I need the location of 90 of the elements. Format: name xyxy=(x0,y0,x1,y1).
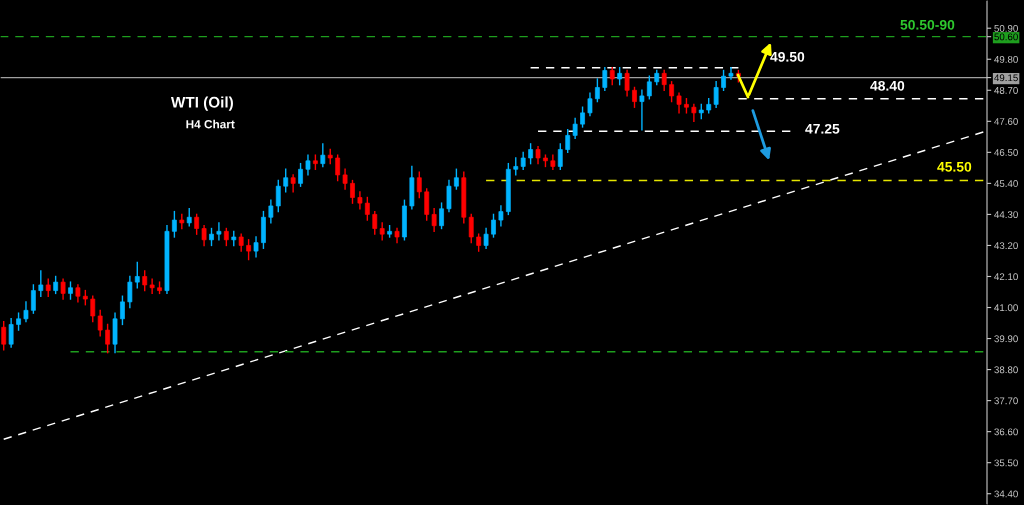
candlestick xyxy=(179,213,185,230)
candlestick xyxy=(372,210,378,235)
y-tick-label: 41.00 xyxy=(994,304,1018,312)
candlestick xyxy=(364,196,370,221)
y-tick-label: 48.70 xyxy=(994,87,1018,94)
text: H4 Chart xyxy=(186,119,235,129)
candlestick xyxy=(320,143,326,168)
candlestick xyxy=(149,278,155,295)
candlestick xyxy=(454,168,459,190)
candlestick xyxy=(127,275,133,309)
annotation: 50.50-90 xyxy=(900,19,955,30)
candlestick xyxy=(142,270,148,292)
annotation: 48.40 xyxy=(870,80,905,91)
candlestick xyxy=(624,69,630,97)
candlestick xyxy=(357,191,363,210)
candlestick xyxy=(23,301,29,323)
candlestick xyxy=(468,213,474,244)
candlestick xyxy=(120,295,125,326)
candlestick xyxy=(669,81,674,103)
candlestick xyxy=(194,213,200,235)
candlestick xyxy=(335,154,341,182)
candlestick xyxy=(298,162,303,187)
candlestick xyxy=(557,143,563,170)
candlestick xyxy=(97,309,103,337)
candlestick xyxy=(416,171,422,199)
y-tick-label: 50.90 xyxy=(994,24,1018,32)
candlestick xyxy=(268,199,274,224)
y-tick-label: 35.50 xyxy=(994,459,1018,467)
candlestick xyxy=(587,92,593,117)
candlestick xyxy=(1,320,7,351)
candlestick xyxy=(491,213,496,238)
candlestick xyxy=(676,92,682,114)
candlestick xyxy=(8,318,14,348)
candlestick xyxy=(572,117,578,139)
y-tick-label: 43.20 xyxy=(994,242,1018,250)
candlestick xyxy=(498,205,504,227)
candlestick xyxy=(580,106,585,128)
y-tick-label: 44.30 xyxy=(994,211,1018,219)
candlestick xyxy=(691,103,697,123)
candlestick xyxy=(134,261,140,289)
y-tick-label: 34.40 xyxy=(994,490,1018,498)
candlestick xyxy=(646,75,652,100)
candlestick xyxy=(439,202,444,230)
candlestick xyxy=(595,78,600,103)
candlestick xyxy=(446,179,452,213)
candlestick xyxy=(31,284,36,314)
candlestick xyxy=(216,222,222,241)
y-tick-label: 45.40 xyxy=(994,180,1018,187)
candlestick xyxy=(283,168,289,193)
annotation: 47.25 xyxy=(805,123,840,134)
candlestick xyxy=(639,89,645,131)
y-tick-label: 47.60 xyxy=(994,118,1018,125)
y-tick-label: 36.60 xyxy=(994,428,1018,436)
y-tick-label: 42.10 xyxy=(994,273,1018,281)
candlestick xyxy=(602,67,608,91)
candlestick xyxy=(528,143,533,165)
y-tick-label: 37.70 xyxy=(994,397,1018,405)
candlestick xyxy=(550,154,556,170)
candlestick xyxy=(721,69,726,91)
candlestick xyxy=(246,239,251,261)
y-tick-label: 38.80 xyxy=(994,366,1018,374)
candlestick xyxy=(713,81,719,108)
candlestick xyxy=(379,222,385,241)
y-tick-label: 46.50 xyxy=(994,149,1018,156)
y-tick-label: 49.15 xyxy=(994,74,1018,82)
candlestick xyxy=(350,179,355,204)
candlestick xyxy=(105,323,110,354)
candlestick xyxy=(661,69,667,91)
y-tick-label: 49.80 xyxy=(994,55,1018,63)
candlestick xyxy=(90,295,96,323)
candlestick xyxy=(565,129,571,154)
candlestick xyxy=(483,227,489,249)
candlestick xyxy=(431,208,437,233)
candlestick xyxy=(201,225,207,247)
candlestick xyxy=(424,188,430,221)
text: WTI (Oil) xyxy=(170,96,233,111)
annotation: 49.50 xyxy=(770,51,805,62)
annotation: 45.50 xyxy=(937,161,972,172)
candlestick xyxy=(632,86,637,108)
y-tick-label: 50.60 xyxy=(994,33,1018,41)
candlestick xyxy=(172,210,177,238)
candlestick xyxy=(305,154,311,176)
candlestick xyxy=(342,168,348,190)
candlestick xyxy=(60,278,66,300)
candlestick xyxy=(253,236,259,258)
y-tick-label: 39.90 xyxy=(994,335,1018,343)
candlestick xyxy=(275,179,281,213)
candlestick xyxy=(38,270,44,297)
candlestick xyxy=(728,67,734,80)
candlestick xyxy=(290,174,296,193)
